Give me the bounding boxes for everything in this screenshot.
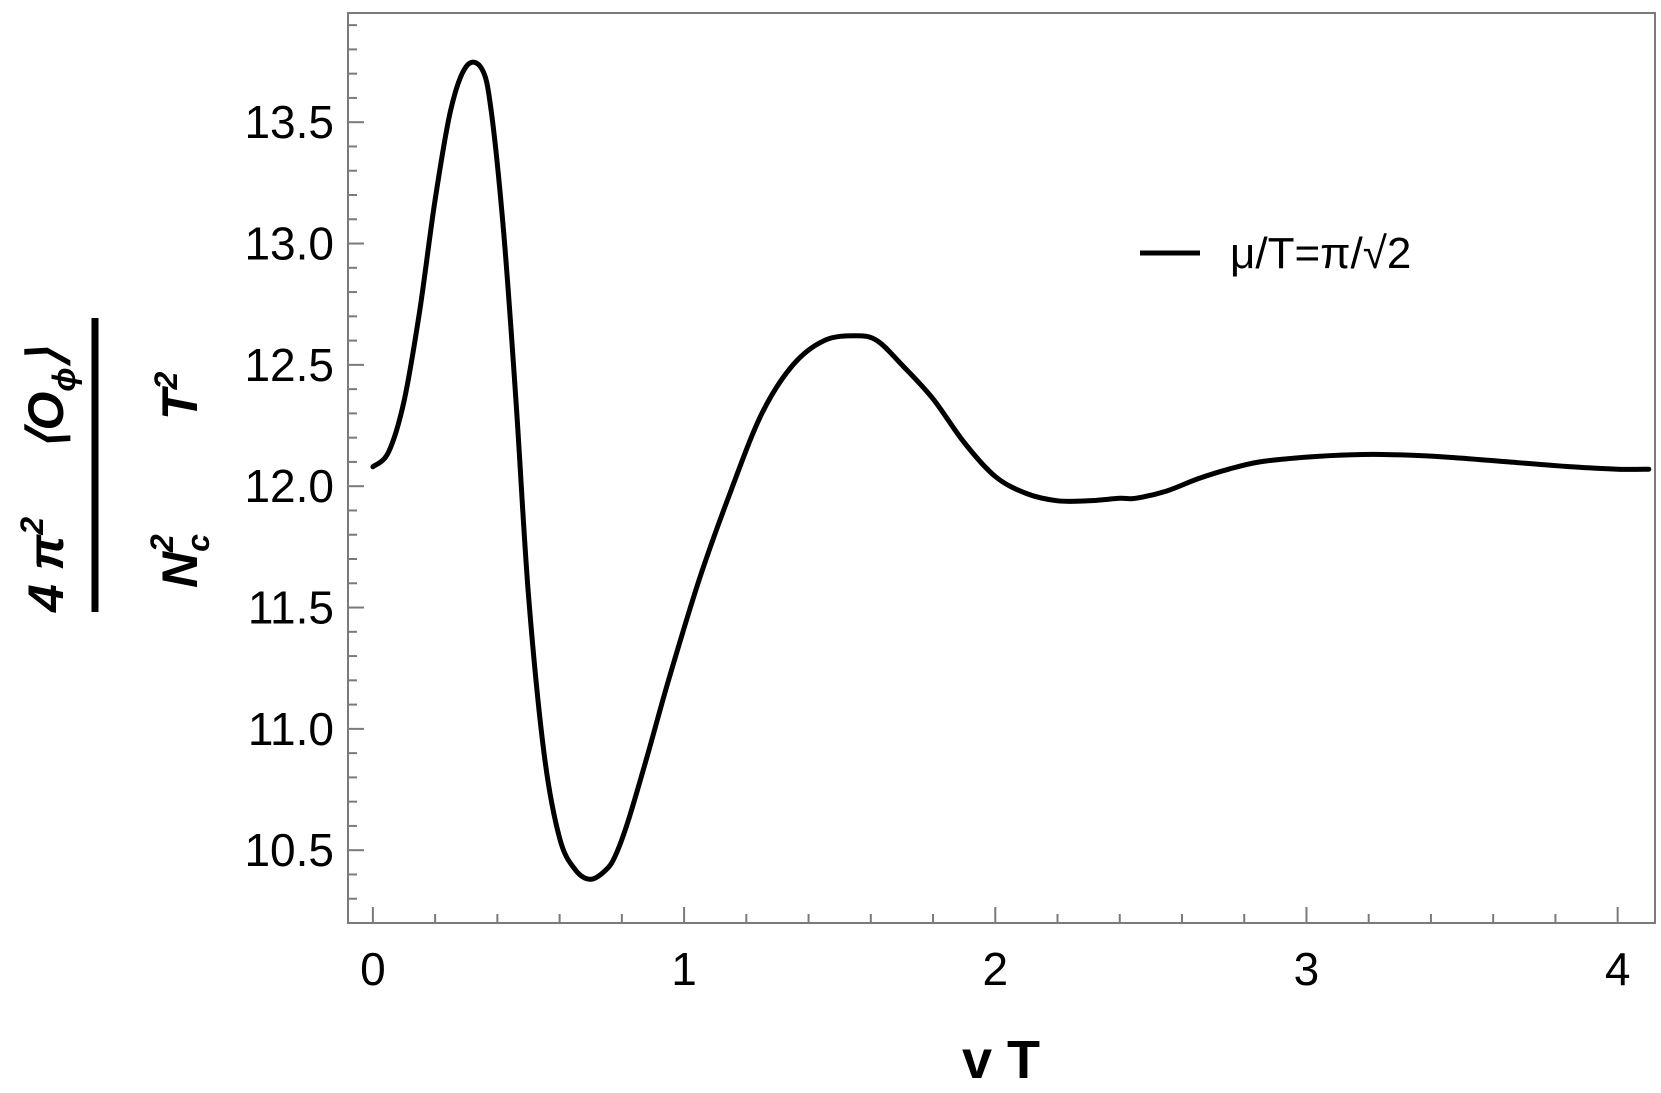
y-label-num-right: ⟨Oϕ⟩: [18, 347, 82, 450]
y-tick-label: 12.5: [244, 339, 334, 391]
y-tick-label: 13.5: [244, 96, 334, 148]
axis-ticks: [348, 24, 1619, 924]
legend-label: μ/T=π/√2: [1230, 229, 1411, 278]
legend: μ/T=π/√2: [1140, 229, 1411, 278]
x-tick-label: 2: [982, 943, 1008, 995]
x-tick-label: 4: [1605, 943, 1631, 995]
y-tick-label: 13.0: [244, 218, 334, 270]
x-tick-label: 1: [671, 943, 697, 995]
x-axis-label: v T: [962, 1030, 1040, 1090]
series-line: [370, 59, 1652, 882]
y-tick-label: 12.0: [244, 460, 334, 512]
x-tick-label: 0: [360, 943, 386, 995]
y-tick-label: 10.5: [244, 824, 334, 876]
plot-frame: [347, 12, 1656, 924]
y-tick-label: 11.5: [248, 582, 334, 634]
y-label-num-left: 4 π2: [14, 517, 74, 613]
y-tick-label: 11.0: [248, 703, 334, 755]
y-label-den-right: T2: [148, 371, 208, 420]
tick-labels: 0 1 2 3 4 10.5 11.0 11.5 12.0 12.5 13.0 13.5: [244, 96, 1630, 995]
y-label-den-left: Nc2: [144, 534, 216, 588]
x-tick-label: 3: [1294, 943, 1320, 995]
y-axis-label: 4 π2 Nc2 ⟨Oϕ⟩ T2: [14, 318, 216, 613]
